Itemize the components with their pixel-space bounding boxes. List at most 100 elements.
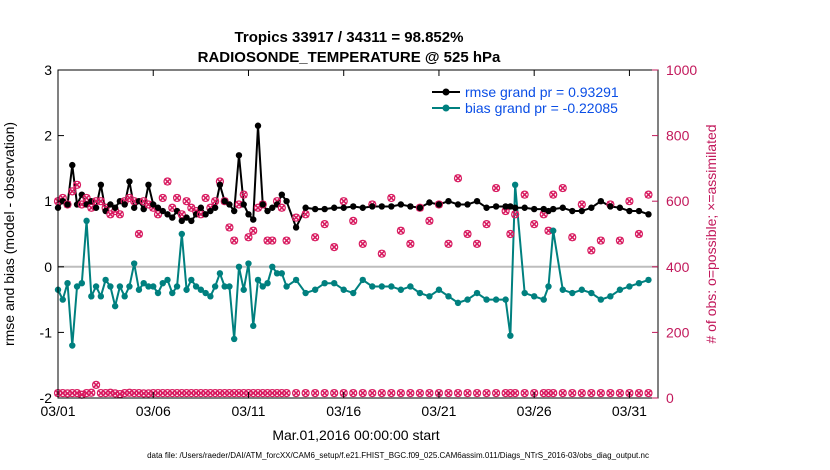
rmse-point [626, 207, 633, 215]
obs-assimilated-point [425, 389, 433, 397]
rmse-point [92, 204, 100, 211]
obs-possible-point [387, 193, 396, 203]
obs-assimilated-point [183, 197, 191, 205]
obs-possible-point [415, 388, 425, 398]
obs-possible-point [444, 239, 453, 248]
obs-assimilated-point [597, 236, 605, 245]
bias-point [350, 289, 357, 297]
bias-point [250, 322, 257, 330]
obs-possible-point [330, 388, 339, 398]
obs-assimilated-point [283, 236, 291, 245]
obs-possible-point [320, 388, 329, 398]
obs-possible-point [358, 239, 367, 248]
obs-assimilated-point [173, 194, 181, 202]
obs-possible-point [444, 388, 453, 398]
obs-possible-point [539, 388, 548, 398]
obs-possible-point [211, 388, 220, 398]
obs-possible-point [644, 190, 653, 199]
obs-assimilated-point [387, 389, 395, 397]
bias-point [164, 276, 171, 284]
obs-possible-point [168, 388, 177, 398]
x-tick-label: 03/26 [517, 403, 552, 419]
obs-possible-point [63, 200, 72, 209]
obs-possible-point [520, 190, 529, 199]
rmse-point [69, 161, 76, 169]
chart-title-line1: Tropics 33917 / 34311 = 98.852% [235, 29, 464, 46]
obs-assimilated-point [587, 389, 595, 397]
y-right-tick-label: 200 [666, 324, 690, 340]
obs-possible-point [349, 216, 358, 225]
obs-possible-point [644, 388, 653, 398]
bias-point [97, 293, 105, 300]
obs-possible-point [272, 388, 282, 398]
rmse-point [645, 211, 652, 218]
obs-possible-point [182, 388, 191, 398]
obs-assimilated-point [202, 194, 210, 202]
bias-point [83, 217, 90, 225]
bias-point [311, 286, 319, 293]
rmse-point [164, 211, 171, 218]
bias-point [645, 276, 652, 284]
obs-possible-point [225, 388, 234, 398]
obs-assimilated-point [211, 197, 219, 205]
bias-point [511, 181, 519, 188]
obs-possible-point [568, 388, 577, 398]
obs-possible-point [406, 239, 415, 248]
obs-possible-point [568, 233, 577, 242]
obs-assimilated-point [278, 204, 286, 212]
obs-possible-point [220, 197, 229, 206]
obs-possible-point [558, 388, 567, 398]
obs-assimilated-point [378, 389, 386, 397]
bias-point [597, 296, 605, 303]
obs-assimilated-point [463, 389, 472, 397]
obs-possible-point [425, 216, 434, 225]
bias-point [545, 283, 552, 290]
bias-point [202, 289, 209, 297]
bias-point [116, 283, 124, 290]
obs-possible-point [244, 233, 253, 242]
obs-assimilated-point [225, 223, 233, 232]
obs-possible-point [625, 197, 634, 206]
bias-point [473, 289, 481, 297]
obs-possible-point [172, 388, 182, 398]
obs-assimilated-point [483, 389, 491, 397]
obs-assimilated-point [425, 217, 433, 225]
obs-possible-point [282, 236, 291, 245]
obs-possible-point [72, 180, 82, 189]
rmse-point [178, 217, 186, 225]
bias-point [283, 283, 290, 290]
obs-possible-point [215, 388, 225, 398]
obs-assimilated-point [349, 389, 357, 397]
obs-possible-point [530, 220, 539, 229]
plot-area [58, 70, 658, 398]
bias-point [330, 280, 338, 287]
legend-rmse-label: rmse grand pr = 0.93291 [465, 84, 619, 100]
obs-possible-point [491, 183, 501, 193]
obs-possible-point [249, 226, 258, 235]
obs-assimilated-point [78, 200, 86, 209]
obs-possible-point [96, 388, 105, 398]
rmse-point [64, 201, 71, 208]
rmse-point [211, 204, 219, 211]
bias-point [492, 296, 500, 303]
bias-point [378, 283, 386, 290]
obs-possible-point [587, 246, 596, 255]
rmse-point [188, 217, 195, 225]
bias-point [216, 270, 224, 277]
rmse-point [216, 181, 224, 188]
obs-possible-point [158, 193, 167, 203]
rmse-point [126, 178, 133, 185]
bias-point [454, 299, 462, 307]
rmse-point [397, 201, 405, 208]
y-left-tick-label: -1 [40, 324, 53, 340]
obs-assimilated-point [163, 177, 172, 186]
obs-assimilated-point [444, 240, 453, 248]
y-right-tick-label: 400 [666, 259, 690, 275]
bias-point [173, 283, 181, 290]
obs-assimilated-point [578, 200, 586, 209]
rmse-point [145, 181, 152, 188]
rmse-point [283, 198, 290, 205]
rmse-point [292, 224, 300, 231]
obs-assimilated-point [549, 389, 557, 397]
obs-possible-point [606, 388, 615, 398]
